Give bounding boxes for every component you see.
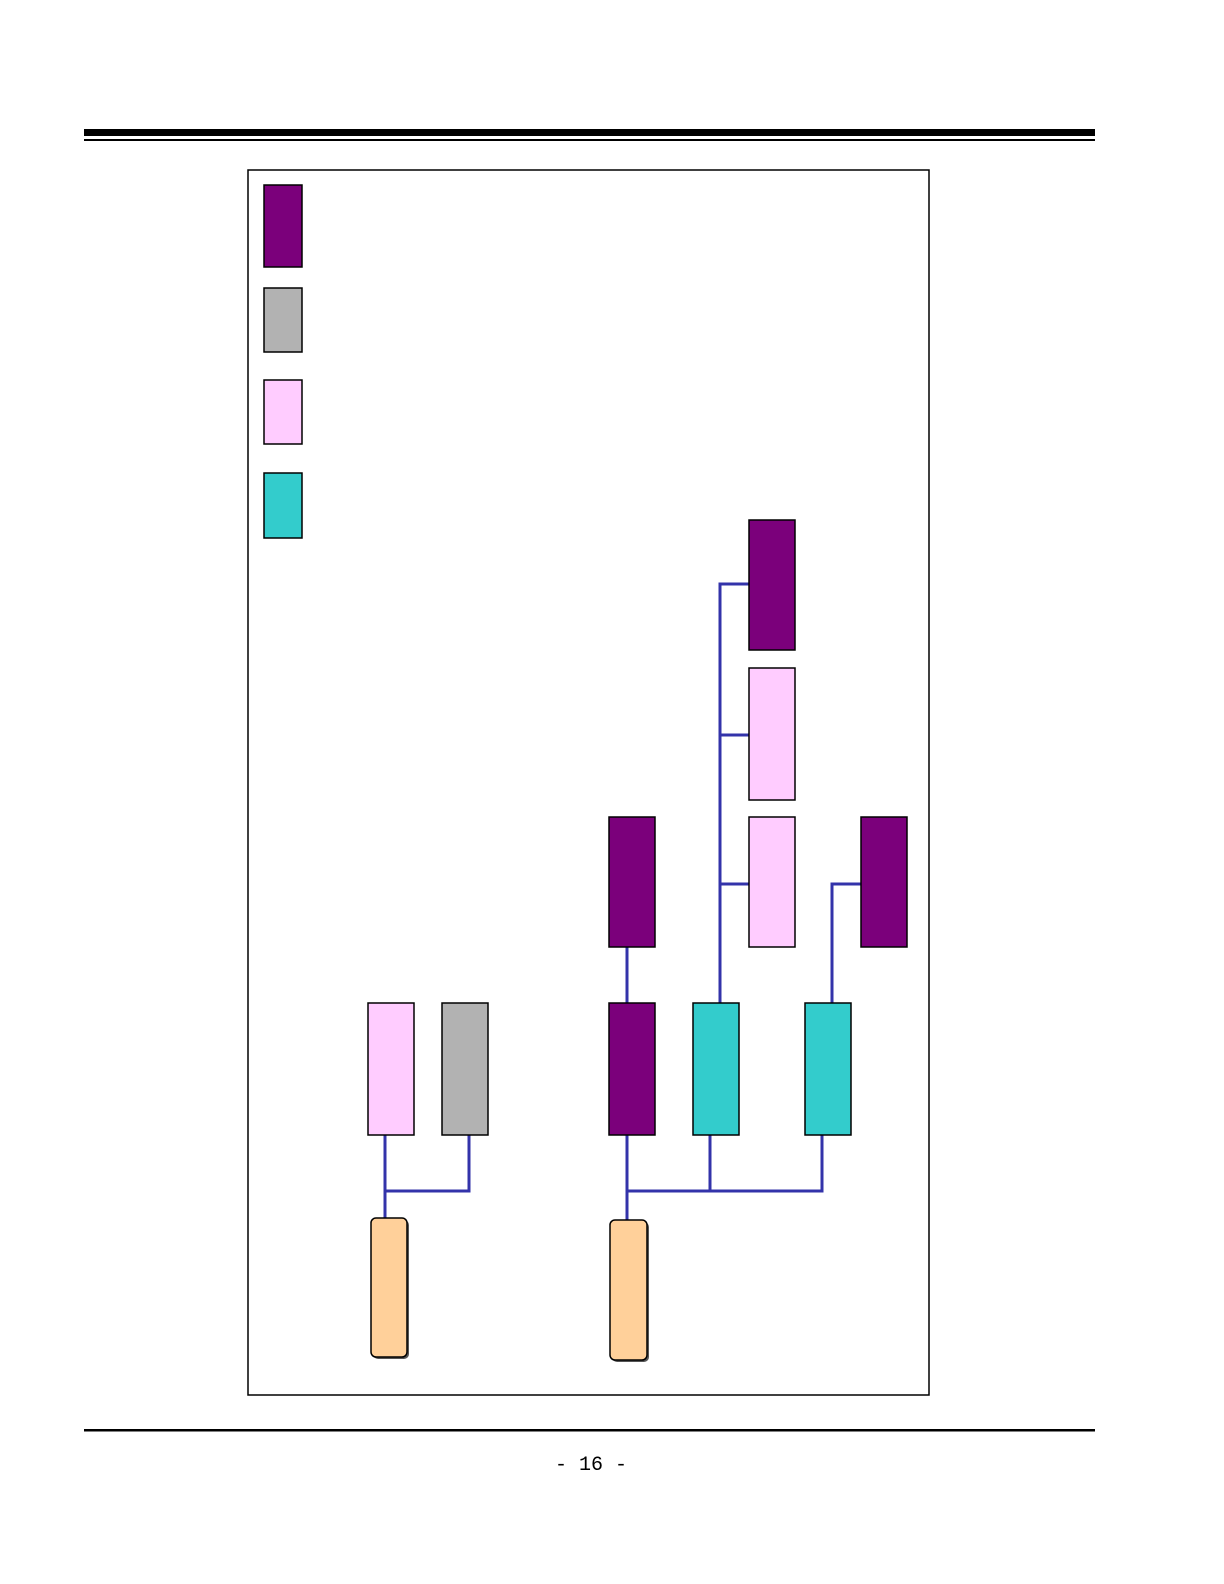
- legend-swatch: [263, 472, 303, 539]
- node: [608, 816, 656, 948]
- connector: [718, 582, 749, 1003]
- connectors: [383, 582, 861, 1220]
- node: [608, 1002, 656, 1136]
- node: [367, 1002, 415, 1136]
- nodes: [367, 519, 908, 1362]
- legend-swatch: [263, 184, 303, 268]
- legend-swatch: [263, 287, 303, 353]
- header-rule-thick: [84, 129, 1095, 136]
- node: [860, 816, 908, 948]
- connector: [383, 1135, 471, 1220]
- diagram-frame: [247, 169, 930, 1396]
- connector: [830, 882, 861, 1003]
- connector: [625, 1135, 824, 1220]
- node: [748, 519, 796, 651]
- footer-rule: [84, 1429, 1095, 1432]
- node: [748, 667, 796, 801]
- legend-swatch: [263, 379, 303, 445]
- node: [692, 1002, 740, 1136]
- node: [748, 816, 796, 948]
- legend: [263, 184, 303, 539]
- root-node: [370, 1217, 408, 1358]
- header-rule-thin: [84, 139, 1095, 141]
- root-node: [609, 1219, 648, 1361]
- page-number: - 16 -: [555, 1454, 627, 1477]
- node: [804, 1002, 852, 1136]
- node: [441, 1002, 489, 1136]
